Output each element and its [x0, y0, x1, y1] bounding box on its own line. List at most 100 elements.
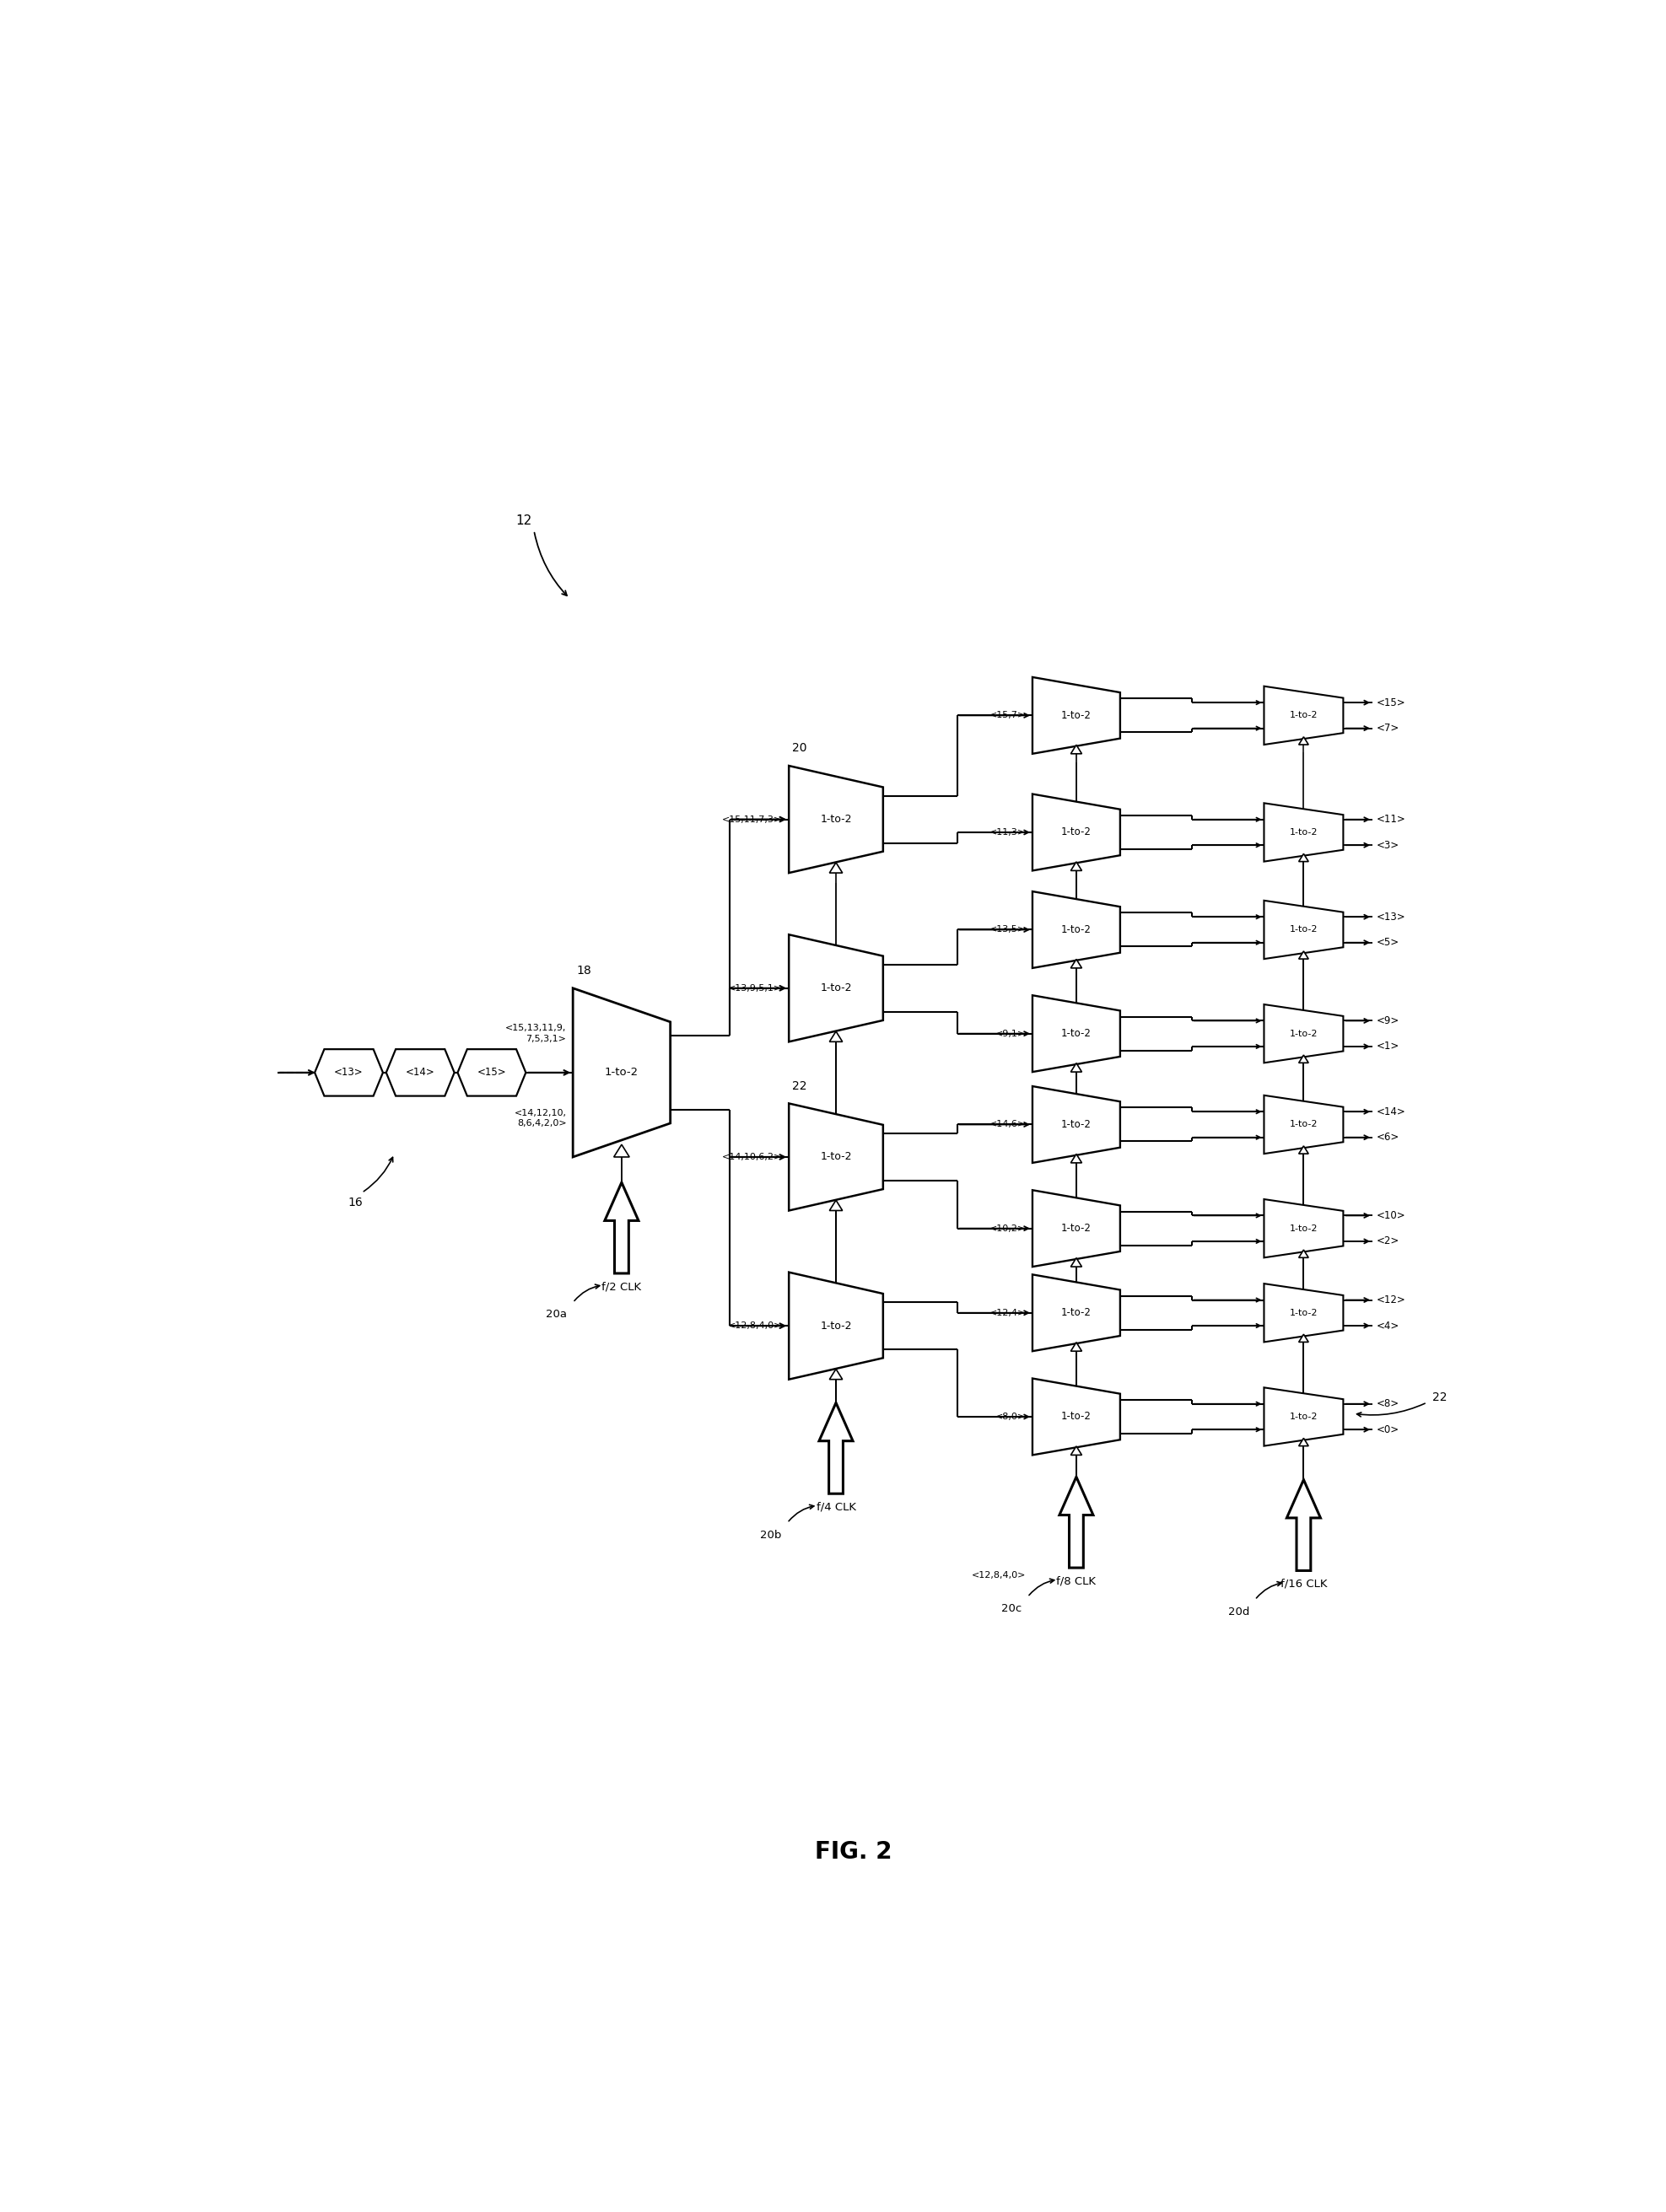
Polygon shape [1264, 900, 1343, 960]
Text: 20: 20 [791, 743, 806, 754]
Polygon shape [1264, 686, 1343, 745]
Polygon shape [820, 1402, 853, 1493]
Polygon shape [1299, 1438, 1308, 1447]
Polygon shape [1071, 745, 1081, 754]
Text: <0>: <0> [1376, 1425, 1399, 1436]
Text: 1-to-2: 1-to-2 [820, 1152, 851, 1164]
Text: 1-to-2: 1-to-2 [1061, 1411, 1091, 1422]
Polygon shape [1299, 1334, 1308, 1343]
Text: <3>: <3> [1376, 841, 1399, 852]
Text: <14,10,6,2>: <14,10,6,2> [723, 1152, 783, 1161]
Text: f/16 CLK: f/16 CLK [1279, 1579, 1328, 1590]
Text: 1-to-2: 1-to-2 [1061, 925, 1091, 936]
Polygon shape [1264, 1004, 1343, 1062]
Polygon shape [830, 1369, 843, 1380]
Text: 1-to-2: 1-to-2 [1289, 712, 1318, 719]
Polygon shape [1286, 1480, 1321, 1571]
Text: <12,8,4,0>: <12,8,4,0> [728, 1321, 783, 1329]
Polygon shape [1033, 1274, 1120, 1352]
Text: 18: 18 [576, 964, 591, 975]
Polygon shape [1033, 1378, 1120, 1455]
Text: <1>: <1> [1376, 1042, 1399, 1053]
Text: <8,0>: <8,0> [996, 1413, 1026, 1420]
Polygon shape [1299, 1250, 1308, 1259]
Text: <12>: <12> [1376, 1294, 1406, 1305]
Polygon shape [613, 1144, 630, 1157]
Polygon shape [1071, 1343, 1081, 1352]
Text: <15>: <15> [476, 1066, 506, 1077]
Polygon shape [605, 1183, 638, 1274]
Text: 1-to-2: 1-to-2 [1061, 1119, 1091, 1130]
Polygon shape [573, 989, 670, 1157]
Text: 1-to-2: 1-to-2 [605, 1066, 638, 1077]
Text: 22: 22 [1433, 1391, 1448, 1402]
Polygon shape [1299, 854, 1308, 860]
Text: <13,9,5,1>: <13,9,5,1> [728, 984, 783, 993]
Text: <15,13,11,9,
7,5,3,1>: <15,13,11,9, 7,5,3,1> [505, 1024, 566, 1044]
Text: 1-to-2: 1-to-2 [1061, 1223, 1091, 1234]
Text: 20d: 20d [1228, 1606, 1250, 1617]
Polygon shape [1033, 1190, 1120, 1267]
Polygon shape [1299, 737, 1308, 745]
Text: 20b: 20b [760, 1528, 781, 1540]
Polygon shape [830, 1031, 843, 1042]
Polygon shape [1299, 1055, 1308, 1062]
Polygon shape [1071, 960, 1081, 969]
Polygon shape [830, 863, 843, 874]
Text: <10,2>: <10,2> [990, 1223, 1026, 1232]
Text: 1-to-2: 1-to-2 [1289, 827, 1318, 836]
Text: <9,1>: <9,1> [996, 1029, 1026, 1037]
Text: 1-to-2: 1-to-2 [1289, 1413, 1318, 1420]
Polygon shape [1033, 1086, 1120, 1164]
Polygon shape [387, 1048, 455, 1095]
Text: <13>: <13> [335, 1066, 363, 1077]
Text: 1-to-2: 1-to-2 [1289, 1119, 1318, 1128]
Polygon shape [1071, 863, 1081, 872]
Text: <10>: <10> [1376, 1210, 1406, 1221]
Text: <11,3>: <11,3> [990, 827, 1026, 836]
Polygon shape [1033, 891, 1120, 969]
Polygon shape [1264, 1199, 1343, 1259]
Text: <5>: <5> [1376, 938, 1399, 949]
Text: f/8 CLK: f/8 CLK [1056, 1575, 1096, 1586]
Text: 1-to-2: 1-to-2 [820, 1321, 851, 1332]
Text: FIG. 2: FIG. 2 [815, 1840, 891, 1863]
Text: 1-to-2: 1-to-2 [820, 982, 851, 993]
Text: <13>: <13> [1376, 911, 1406, 922]
Polygon shape [1033, 794, 1120, 872]
Text: <8>: <8> [1376, 1398, 1399, 1409]
Polygon shape [1299, 951, 1308, 960]
Text: f/4 CLK: f/4 CLK [816, 1502, 856, 1513]
Text: <11>: <11> [1376, 814, 1406, 825]
Text: <15,11,7,3>: <15,11,7,3> [723, 814, 783, 823]
Text: <14>: <14> [405, 1066, 435, 1077]
Text: <6>: <6> [1376, 1133, 1399, 1144]
Polygon shape [790, 936, 883, 1042]
Text: <12,4>: <12,4> [990, 1310, 1026, 1316]
Polygon shape [1264, 1095, 1343, 1155]
Text: <13,5>: <13,5> [990, 925, 1026, 933]
Text: 22: 22 [791, 1079, 806, 1093]
Polygon shape [1033, 995, 1120, 1073]
Text: 1-to-2: 1-to-2 [1289, 1029, 1318, 1037]
Polygon shape [1033, 677, 1120, 754]
Text: <7>: <7> [1376, 723, 1399, 734]
Polygon shape [1299, 1146, 1308, 1155]
Polygon shape [1071, 1259, 1081, 1267]
Text: <9>: <9> [1376, 1015, 1399, 1026]
Text: 1-to-2: 1-to-2 [820, 814, 851, 825]
Text: 20a: 20a [546, 1310, 566, 1321]
Text: <4>: <4> [1376, 1321, 1399, 1332]
Polygon shape [1264, 1387, 1343, 1447]
Polygon shape [790, 1272, 883, 1380]
Polygon shape [1071, 1155, 1081, 1164]
Text: 1-to-2: 1-to-2 [1289, 1310, 1318, 1316]
Polygon shape [790, 1104, 883, 1210]
Polygon shape [1071, 1447, 1081, 1455]
Text: <14>: <14> [1376, 1106, 1406, 1117]
Text: 20c: 20c [1001, 1604, 1021, 1615]
Text: <15,7>: <15,7> [990, 712, 1026, 719]
Polygon shape [1071, 1064, 1081, 1073]
Text: f/2 CLK: f/2 CLK [601, 1281, 641, 1292]
Text: 1-to-2: 1-to-2 [1289, 1223, 1318, 1232]
